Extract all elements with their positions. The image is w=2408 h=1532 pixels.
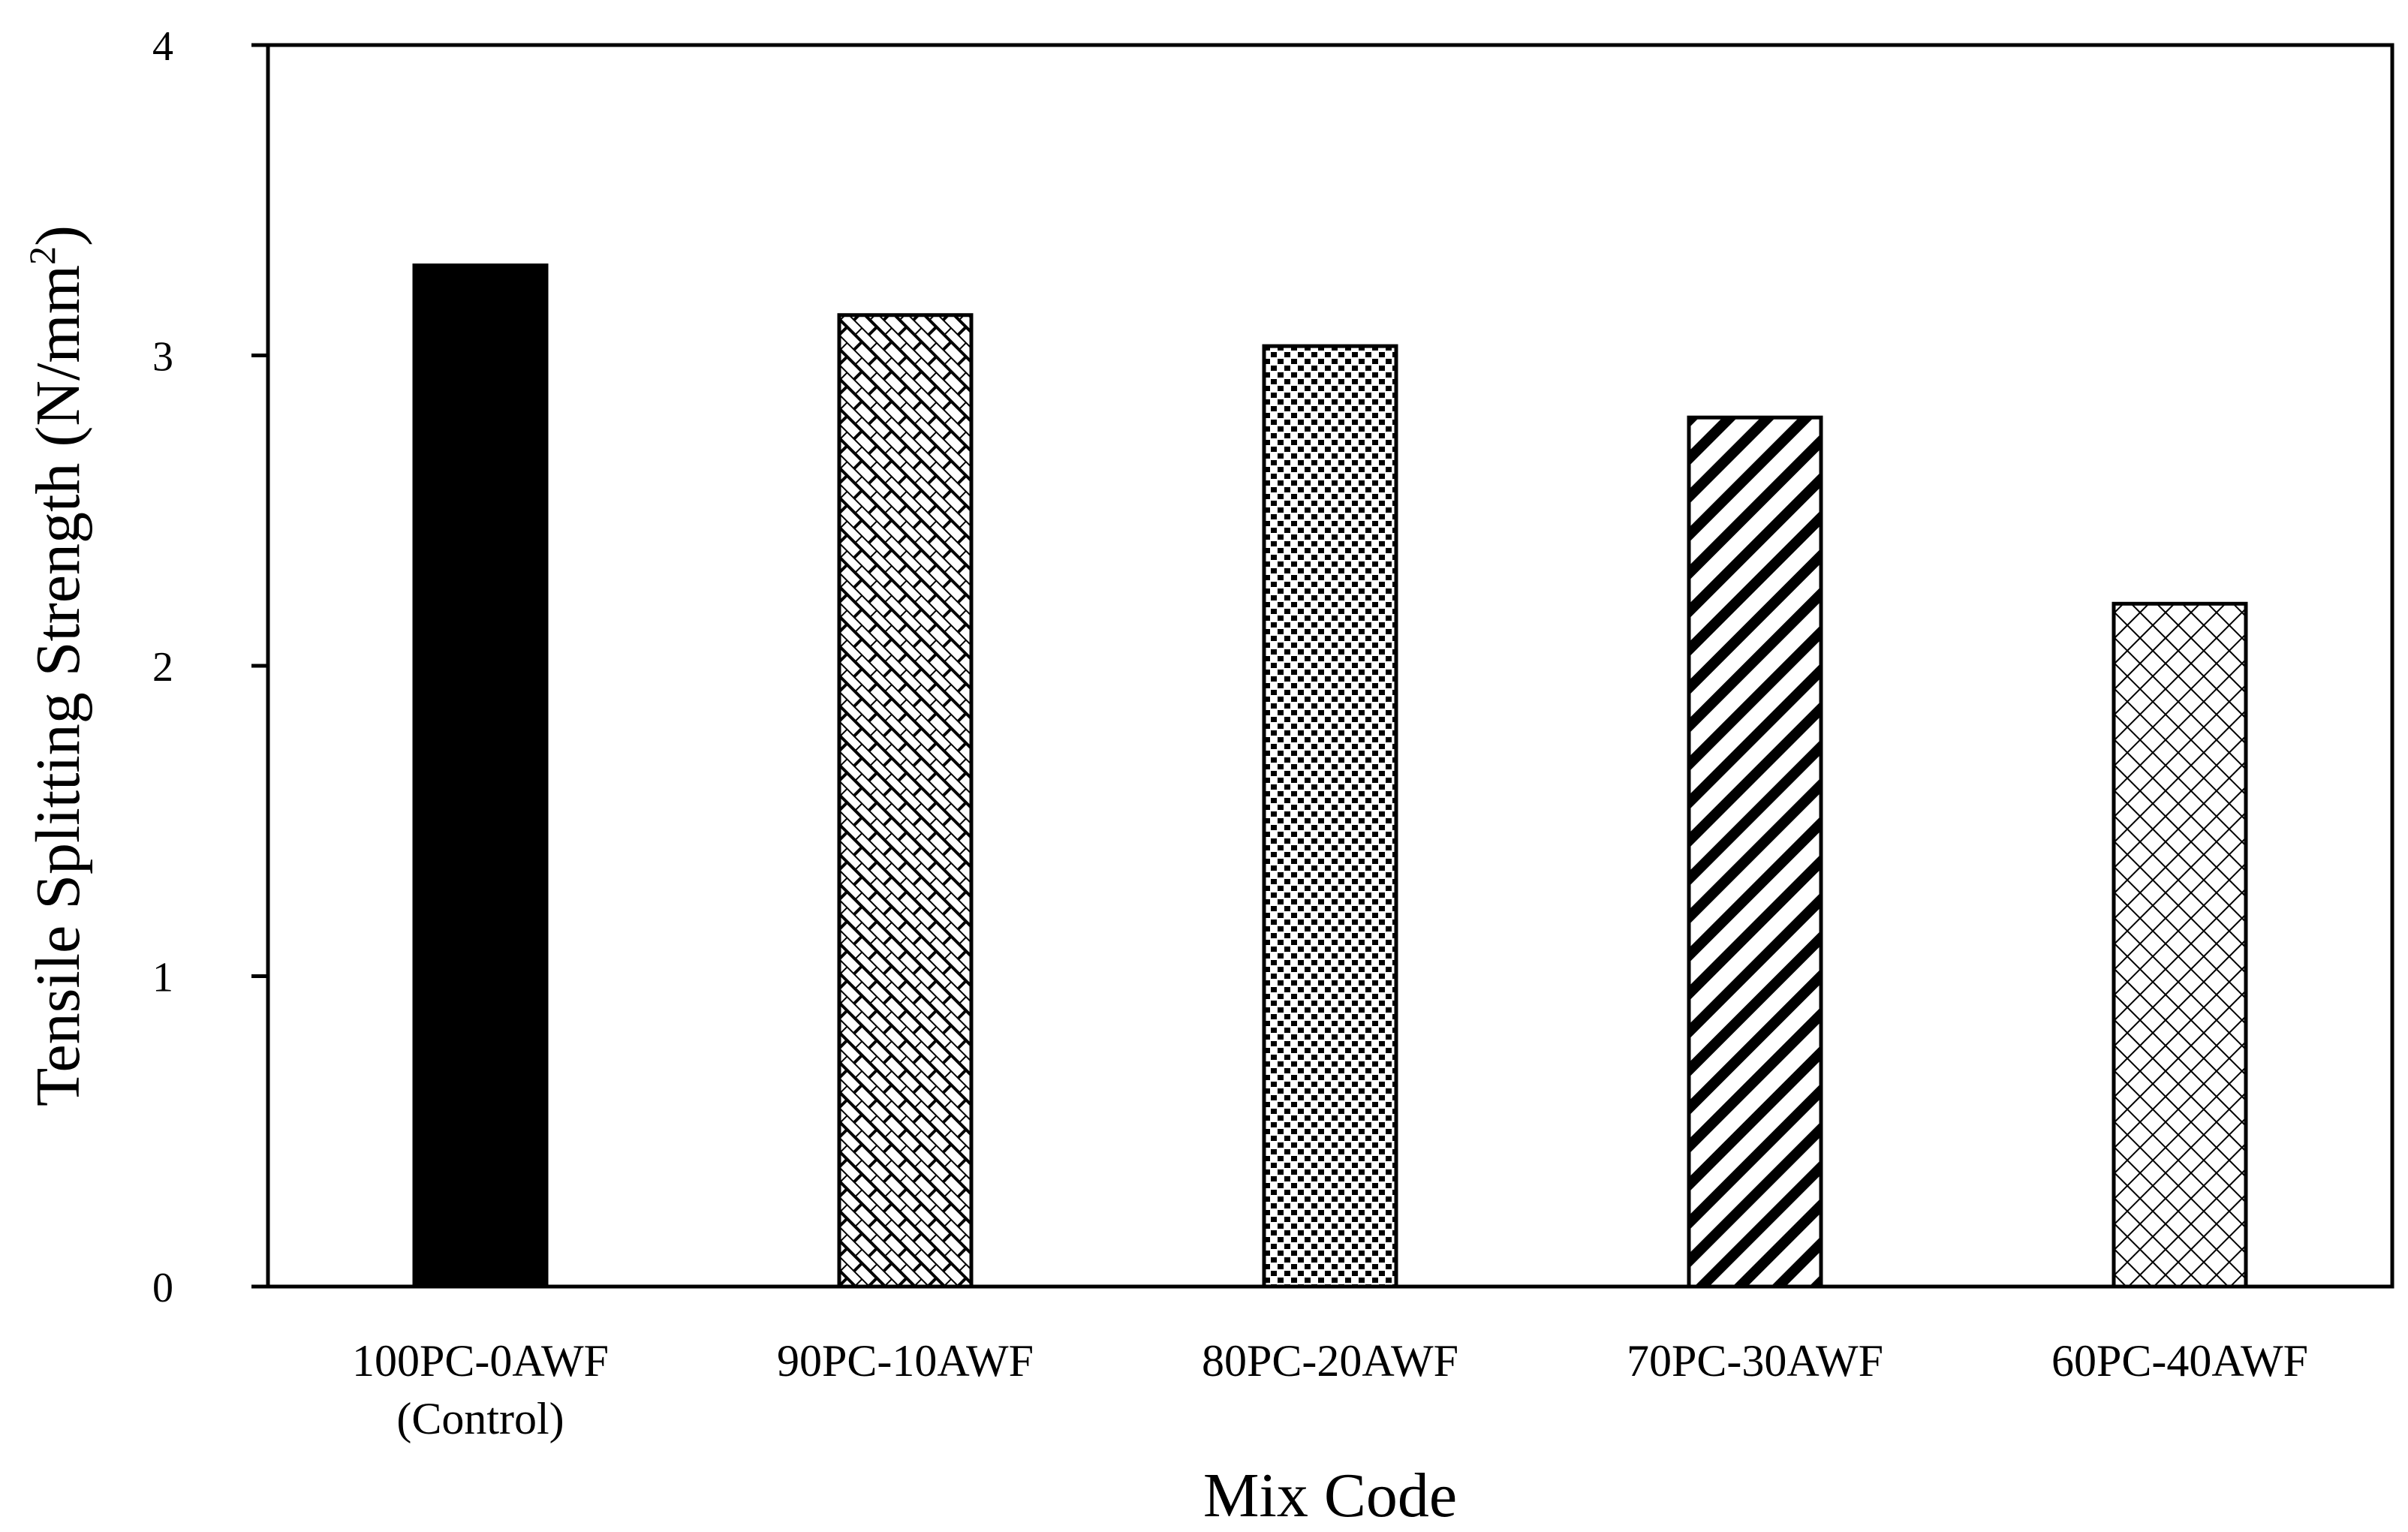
x-tick-label-1: 90PC-10AWF	[777, 1336, 1034, 1386]
x-axis-labels: 100PC-0AWF (Control) 90PC-10AWF 80PC-20AWF 7…	[352, 1336, 2308, 1443]
x-tick-label-2: 80PC-20AWF	[1202, 1336, 1458, 1386]
y-tick-label-0: 0	[152, 1265, 173, 1311]
y-tick-label-3: 3	[152, 334, 173, 381]
y-axis-title: Tensile Splitting Strength (N/mm2)	[21, 225, 93, 1106]
bar-3	[1687, 415, 1823, 1289]
x-tick-sublabel-0: (Control)	[396, 1394, 564, 1443]
y-tick-label-2: 2	[152, 644, 173, 691]
bar-0	[412, 263, 549, 1289]
x-axis-title: Mix Code	[1203, 1461, 1457, 1530]
y-axis-ticks: 0 1 2 3 4	[152, 23, 268, 1311]
y-tick-label-4: 4	[152, 23, 173, 70]
bar-2	[1262, 344, 1398, 1289]
y-axis-title-superscript: 2	[21, 246, 63, 265]
x-tick-label-4: 60PC-40AWF	[2051, 1336, 2308, 1386]
x-tick-label-3: 70PC-30AWF	[1627, 1336, 1883, 1386]
y-axis-title-main: Tensile Splitting Strength (N/mm	[23, 265, 93, 1106]
bars-group	[412, 263, 2248, 1289]
y-tick-label-1: 1	[152, 955, 173, 1001]
bar-4	[2112, 601, 2248, 1289]
bar-1	[837, 313, 974, 1289]
x-tick-label-0: 100PC-0AWF	[352, 1336, 609, 1386]
plot-area-frame	[266, 43, 2394, 1289]
y-axis-title-close: )	[23, 225, 93, 246]
